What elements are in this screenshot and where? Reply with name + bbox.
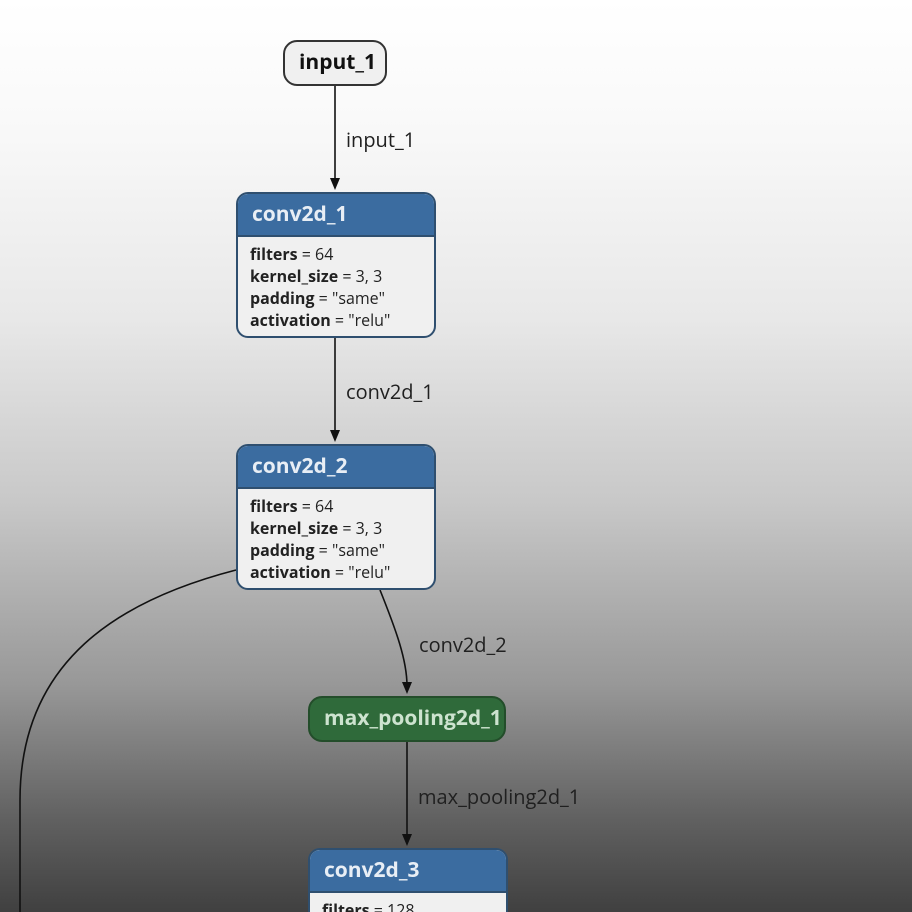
param-filters: filters = 64 <box>250 495 422 517</box>
node-conv2d_3-params: filters = 128 <box>310 893 506 912</box>
param-value: = 3, 3 <box>338 265 382 287</box>
param-key: kernel_size <box>250 265 338 287</box>
node-conv2d_3-title: conv2d_3 <box>310 850 506 893</box>
node-max_pooling2d_1-title: max_pooling2d_1 <box>310 698 504 739</box>
param-padding: padding = "same" <box>250 287 422 309</box>
param-value: = "same" <box>314 287 385 309</box>
edge-label-e2: conv2d_1 <box>346 378 434 405</box>
param-value: = 64 <box>298 495 334 517</box>
node-conv2d_1-title: conv2d_1 <box>238 194 434 237</box>
param-value: = 3, 3 <box>338 517 382 539</box>
node-conv2d_3: conv2d_3 filters = 128 <box>308 848 508 912</box>
edge-label-e1: input_1 <box>346 126 415 153</box>
diagram-canvas: { "canvas": { "width": 912, "height": 91… <box>0 0 912 912</box>
node-input_1-title: input_1 <box>285 42 385 83</box>
param-value: = "relu" <box>331 309 391 331</box>
param-kernel_size: kernel_size = 3, 3 <box>250 517 422 539</box>
param-filters: filters = 128 <box>322 899 494 912</box>
node-conv2d_2: conv2d_2 filters = 64kernel_size = 3, 3p… <box>236 444 436 590</box>
param-kernel_size: kernel_size = 3, 3 <box>250 265 422 287</box>
node-conv2d_2-params: filters = 64kernel_size = 3, 3padding = … <box>238 489 434 590</box>
node-conv2d_1: conv2d_1 filters = 64kernel_size = 3, 3p… <box>236 192 436 338</box>
edges-layer <box>0 0 912 912</box>
param-key: padding <box>250 539 314 561</box>
param-value: = "same" <box>314 539 385 561</box>
node-conv2d_1-params: filters = 64kernel_size = 3, 3padding = … <box>238 237 434 338</box>
param-filters: filters = 64 <box>250 243 422 265</box>
param-key: filters <box>250 495 298 517</box>
edge-label-e4: max_pooling2d_1 <box>418 783 580 810</box>
param-key: activation <box>250 561 331 583</box>
param-activation: activation = "relu" <box>250 309 422 331</box>
node-conv2d_2-title: conv2d_2 <box>238 446 434 489</box>
param-activation: activation = "relu" <box>250 561 422 583</box>
node-max_pooling2d_1: max_pooling2d_1 <box>308 696 506 742</box>
param-value: = 64 <box>298 243 334 265</box>
param-padding: padding = "same" <box>250 539 422 561</box>
param-value: = 128 <box>370 899 415 912</box>
edge-e3 <box>380 590 407 686</box>
param-key: filters <box>250 243 298 265</box>
param-key: activation <box>250 309 331 331</box>
param-key: padding <box>250 287 314 309</box>
param-value: = "relu" <box>331 561 391 583</box>
edge-e_skip <box>20 570 236 912</box>
param-key: filters <box>322 899 370 912</box>
param-key: kernel_size <box>250 517 338 539</box>
edge-label-e3: conv2d_2 <box>419 631 507 658</box>
node-input_1: input_1 <box>283 40 387 86</box>
